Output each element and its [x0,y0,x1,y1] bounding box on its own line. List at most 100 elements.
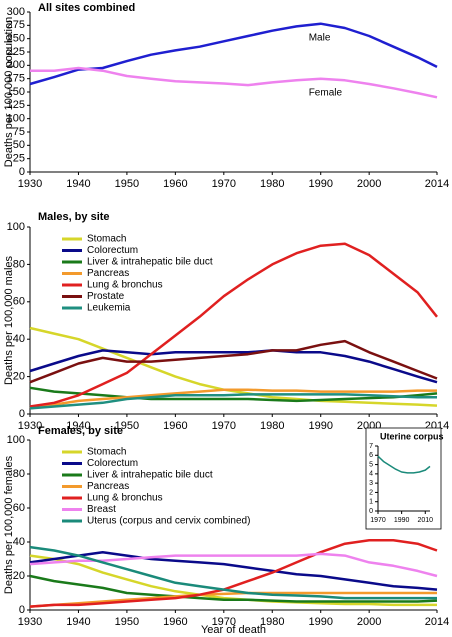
x-tick-label: 1980 [260,616,284,628]
y-tick-label: 80 [13,468,25,480]
y-tick-label: 275 [7,19,25,31]
inset-frame [365,427,442,530]
y-tick-label: 175 [7,73,25,85]
series-line [29,339,438,384]
x-tick-label: 1990 [394,517,410,524]
y-tick-label: 75 [13,126,25,138]
y-tick-label: 300 [7,6,25,18]
series-line [29,539,438,608]
x-tick-label: 1990 [308,178,332,190]
legend-label: Pancreas [87,268,129,279]
series-line [29,545,437,600]
y-tick-label: 5 [369,461,373,468]
series-line [29,386,438,403]
legend-label: Breast [87,504,116,515]
legend-label: Pancreas [87,481,129,492]
x-tick-label: 1930 [18,616,42,628]
chart-title: Females, by site [38,425,123,437]
x-tick-label: 2014 [425,616,449,628]
y-tick-label: 40 [13,333,25,345]
y-tick-label: 100 [7,434,25,446]
legend-label: Leukemia [87,303,131,314]
x-tick-label: 1940 [66,178,90,190]
y-tick-label: 60 [13,502,25,514]
x-tick-label: 1950 [115,178,139,190]
y-tick-label: 25 [13,153,25,165]
y-tick-label: 6 [369,452,373,459]
y-tick-label: 100 [7,221,25,233]
legend-label: Stomach [87,234,126,245]
x-tick-label: 1960 [163,420,187,432]
legend-label: Liver & intrahepatic bile duct [87,257,213,268]
x-tick-label: 1930 [18,178,42,190]
y-tick-label: 0 [19,408,25,420]
series-line [377,455,431,474]
series-line [29,574,438,603]
legend-label: Lung & bronchus [87,493,163,504]
series-line [29,550,438,591]
y-tick-label: 2 [369,489,373,496]
y-tick-label: 0 [369,508,373,515]
x-tick-label: 1990 [308,616,332,628]
y-axis-label: Deaths per 100,000 females [3,455,15,594]
x-tick-label: 1980 [260,420,284,432]
y-tick-label: 0 [19,604,25,616]
y-tick-label: 100 [7,113,25,125]
y-tick-label: 225 [7,46,25,58]
x-tick-label: 1970 [212,616,236,628]
chart-title: All sites combined [38,2,135,14]
y-tick-label: 60 [13,296,25,308]
legend-label: Colorectum [87,458,138,469]
y-tick-label: 20 [13,371,25,383]
y-tick-label: 4 [369,471,373,478]
series-line [29,393,437,410]
series-line [29,326,438,407]
x-tick-label: 1930 [18,420,42,432]
series-line [29,388,437,410]
y-tick-label: 20 [13,570,25,582]
y-tick-label: 40 [13,536,25,548]
y-axis-label: Deaths per 100,000 males [3,255,15,385]
series-line [29,591,437,608]
y-tick-label: 7 [369,443,373,450]
y-axis-label: Deaths per 100,000 population [3,17,15,167]
x-tick-label: 1950 [115,420,139,432]
chart-title: Males, by site [38,211,110,223]
y-tick-label: 50 [13,139,25,151]
x-tick-label: 1970 [212,420,236,432]
x-tick-label: 2000 [357,178,381,190]
series-label: Female [309,87,343,98]
series-label: Male [309,32,331,43]
legend-label: Liver & intrahepatic bile duct [87,470,213,481]
series-line [29,242,438,408]
x-tick-label: 1980 [260,178,284,190]
x-tick-label: 1970 [370,517,386,524]
legend-label: Lung & bronchus [87,280,163,291]
y-tick-label: 3 [369,480,373,487]
y-tick-label: 0 [19,166,25,178]
x-tick-label: 1940 [66,616,90,628]
legend-label: Stomach [87,447,126,458]
x-tick-label: 1950 [115,616,139,628]
x-tick-label: 1940 [66,420,90,432]
x-tick-label: 2010 [417,517,433,524]
x-tick-label: 1990 [308,420,332,432]
series-line [29,22,438,86]
y-tick-label: 150 [7,86,25,98]
x-axis-label: Year of death [201,624,266,636]
y-tick-label: 200 [7,59,25,71]
legend-label: Colorectum [87,245,138,256]
series-line [30,66,438,99]
x-tick-label: 1960 [163,178,187,190]
x-tick-label: 1970 [212,178,236,190]
x-tick-label: 2000 [357,616,381,628]
y-tick-label: 250 [7,33,25,45]
x-tick-label: 2014 [425,178,449,190]
y-tick-label: 125 [7,99,25,111]
chart-title: Uterine corpus [380,431,444,441]
y-tick-label: 1 [369,499,373,506]
y-tick-label: 80 [13,258,25,270]
legend-label: Prostate [87,291,125,302]
series-line [29,349,438,384]
